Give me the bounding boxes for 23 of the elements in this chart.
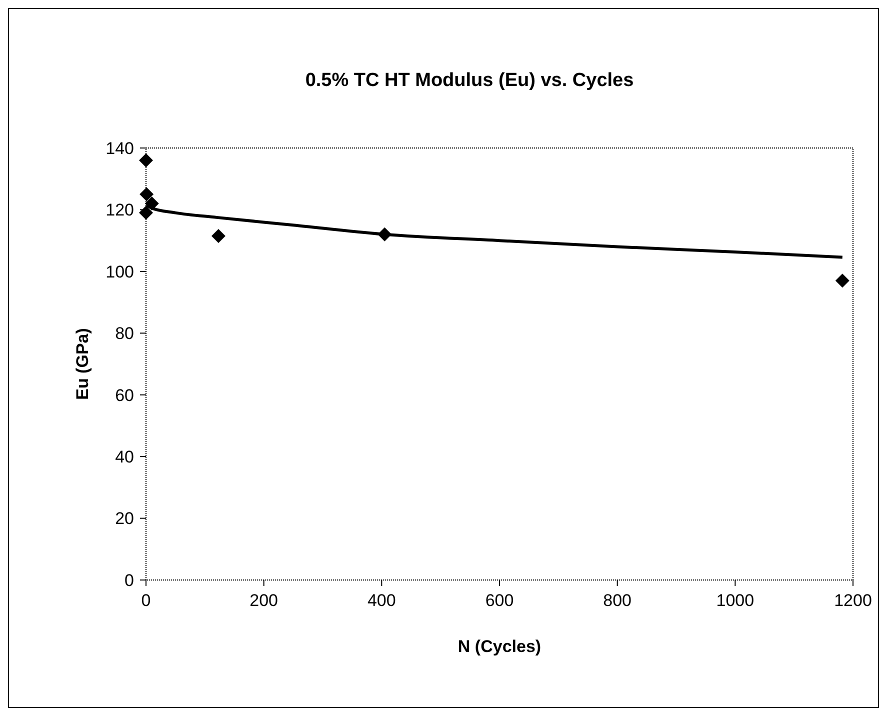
y-tick-label: 0 [124, 570, 134, 590]
point [139, 153, 153, 168]
x-tick-label: 1000 [716, 591, 754, 610]
x-tick-label: 1200 [834, 591, 872, 610]
y-axis-title: Eu (GPa) [73, 328, 92, 400]
y-tick-label: 80 [115, 324, 134, 344]
y-tick-label: 40 [115, 448, 134, 467]
point [211, 228, 226, 243]
y-tick-label: 140 [106, 138, 134, 158]
y-tick-label: 20 [115, 509, 134, 528]
y-tick-label: 120 [106, 200, 134, 220]
x-tick-label: 400 [367, 591, 396, 610]
y-tick-label: 60 [115, 386, 134, 405]
x-tick-label: 0 [141, 591, 151, 610]
point [835, 274, 850, 288]
point [140, 187, 154, 202]
x-tick-label: 800 [603, 591, 632, 610]
chart-title: 0.5% TC HT Modulus (Eu) vs. Cycles [305, 70, 634, 91]
x-tick-label: 600 [485, 591, 514, 610]
y-tick-label: 100 [106, 262, 134, 282]
x-tick-label: 200 [250, 591, 278, 610]
point [139, 206, 153, 220]
x-axis-title: N (Cycles) [458, 637, 542, 656]
